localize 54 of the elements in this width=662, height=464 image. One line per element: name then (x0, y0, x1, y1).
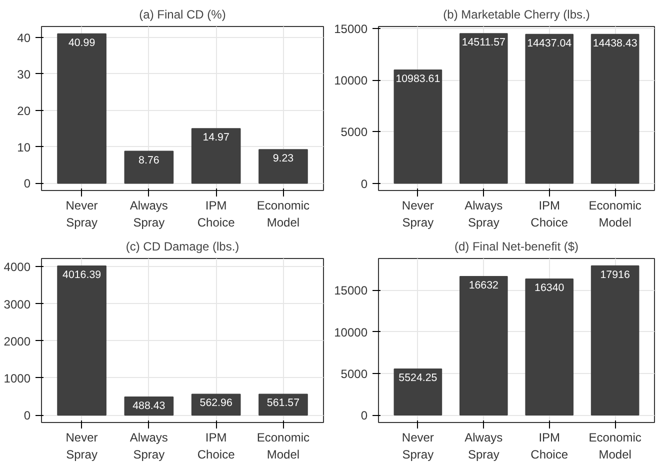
y-tick-label: 0 (360, 408, 368, 423)
x-tick-label: Economic Model (256, 198, 310, 230)
x-tick-label: Always Spray (464, 430, 503, 462)
y-tick-label: 0 (24, 176, 31, 191)
y-tick-label: 4000 (4, 260, 31, 274)
x-tick-label: Never Spray (402, 430, 434, 462)
data-label: 14511.57 (462, 36, 506, 49)
y-tick-label: 0 (24, 408, 31, 423)
x-tick-label: Economic Model (588, 430, 642, 462)
y-tick-label: 15000 (334, 284, 368, 298)
y-tick-label: 10 (17, 140, 31, 154)
chart-title: (d) Final Net-benefit ($) (454, 240, 579, 254)
y-tick-label: 0 (360, 176, 368, 191)
y-tick-label: 5000 (340, 366, 368, 381)
data-label: 16340 (534, 282, 564, 294)
chart-title: (c) CD Damage (lbs.) (126, 240, 240, 254)
data-label: 14437.04 (527, 37, 572, 50)
y-tick-label: 3000 (4, 297, 31, 312)
x-tick-label: IPM Choice (197, 198, 236, 230)
x-tick-label: IPM Choice (530, 430, 568, 462)
x-tick-label: IPM Choice (197, 430, 236, 462)
data-label: 488.43 (132, 400, 166, 412)
y-tick-label: 10000 (334, 74, 368, 88)
x-tick-label: Always Spray (130, 198, 168, 230)
y-tick-label: 15000 (334, 22, 368, 36)
x-tick-label: Never Spray (66, 198, 98, 230)
data-label: 8.76 (138, 154, 160, 166)
data-label: 40.99 (68, 36, 96, 49)
y-tick-label: 30 (17, 67, 31, 82)
data-label: 562.96 (200, 397, 232, 410)
x-tick-label: Economic Model (588, 198, 642, 230)
data-label: 5524.25 (398, 372, 438, 384)
data-label: 10983.61 (396, 72, 440, 85)
data-label: 14.97 (202, 132, 230, 144)
data-label: 561.57 (266, 397, 300, 410)
x-tick-label: Economic Model (256, 430, 310, 462)
x-tick-label: Always Spray (464, 198, 503, 230)
data-label: 4016.39 (62, 269, 102, 282)
y-tick-label: 20 (17, 104, 31, 118)
x-tick-label: Always Spray (130, 430, 168, 462)
chart-title: (a) Final CD (%) (139, 8, 226, 22)
x-tick-label: IPM Choice (530, 198, 568, 230)
data-label: 14438.43 (592, 37, 638, 50)
y-tick-label: 2000 (4, 334, 31, 348)
data-label: 17916 (600, 268, 630, 281)
y-tick-label: 10000 (334, 325, 368, 340)
y-tick-label: 5000 (340, 125, 368, 140)
chart-title: (b) Marketable Cherry (lbs.) (443, 8, 590, 22)
x-tick-label: Never Spray (66, 430, 98, 462)
x-tick-label: Never Spray (402, 198, 434, 230)
data-label: 9.23 (272, 152, 294, 165)
y-tick-label: 40 (17, 30, 31, 45)
data-label: 16632 (468, 280, 499, 292)
y-tick-label: 1000 (4, 371, 31, 386)
